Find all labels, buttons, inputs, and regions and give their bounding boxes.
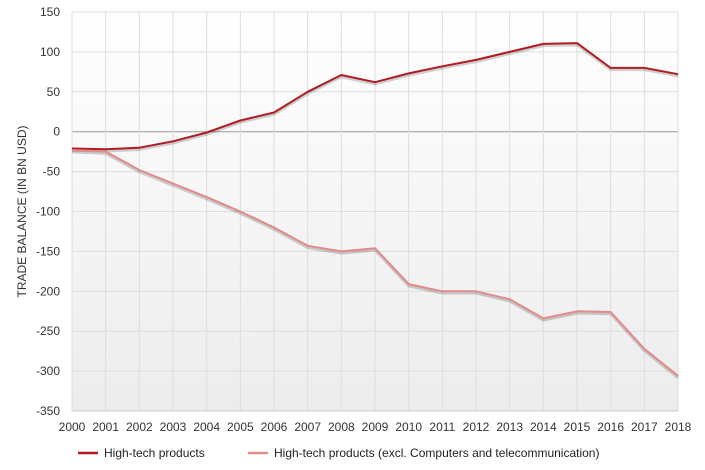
x-tick-label: 2001 [92,420,119,434]
x-tick-label: 2016 [597,420,624,434]
axes: 150 100 50 0 -50 -100 -150 -200 -250 -300 -350 2000… [36,5,692,434]
x-tick-label: 2009 [362,420,389,434]
y-tick-label: 100 [40,45,60,59]
y-tick-label: -350 [36,404,60,418]
y-tick-label: -200 [36,284,60,298]
y-tick-label: -100 [36,205,60,219]
y-tick-label: -150 [36,244,60,258]
series-line-shadow [71,43,679,153]
x-tick-label: 2006 [261,420,288,434]
x-tick-label: 2011 [429,420,455,434]
y-tick-label: 50 [47,85,61,99]
y-axis-title: TRADE BALANCE (IN BN USD) [15,125,29,297]
y-tick-label: -250 [36,324,60,338]
legend-label: High-tech products [104,446,205,460]
x-tick-label: 2010 [395,420,422,434]
x-tick-label: 2000 [59,420,86,434]
series-line-1 [71,42,679,151]
x-tick-label: 2012 [463,420,490,434]
x-tick-label: 2018 [665,420,692,434]
y-tick-label: -300 [36,364,60,378]
series-line-shadow [71,150,679,379]
series-lines [71,42,679,379]
x-tick-label: 2015 [564,420,591,434]
y-tick-label: 0 [53,125,60,139]
x-tick-label: 2003 [160,420,187,434]
y-tick-label: 150 [40,5,60,19]
x-tick-label: 2008 [328,420,355,434]
legend-label: High-tech products (excl. Computers and … [274,446,599,460]
legend: High-tech products High-tech products (ex… [78,446,599,460]
y-tick-label: -50 [43,165,61,179]
x-tick-label: 2005 [227,420,254,434]
x-tick-label: 2013 [496,420,523,434]
x-tick-label: 2017 [631,420,658,434]
x-tick-label: 2014 [530,420,557,434]
x-tick-label: 2004 [193,420,220,434]
x-tick-label: 2007 [294,420,321,434]
x-tick-label: 2002 [126,420,153,434]
